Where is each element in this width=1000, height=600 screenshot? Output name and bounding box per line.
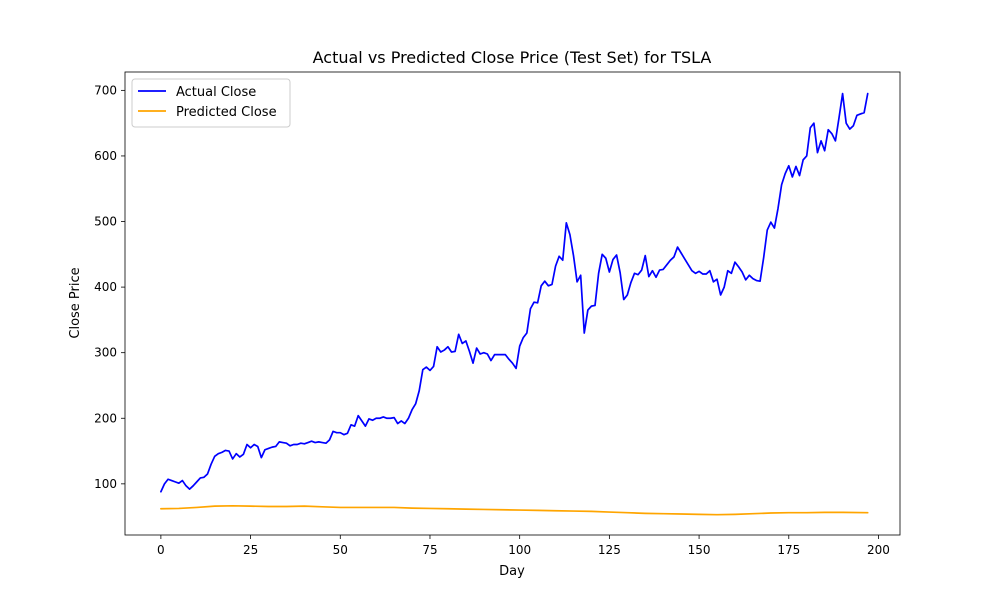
x-tick-label: 175: [777, 543, 800, 557]
y-tick-label: 300: [94, 346, 117, 360]
x-axis-label: Day: [499, 564, 525, 579]
x-tick-label: 100: [508, 543, 531, 557]
plot-area: [125, 72, 900, 535]
x-tick-label: 150: [688, 543, 711, 557]
x-tick-label: 25: [243, 543, 258, 557]
chart-title: Actual vs Predicted Close Price (Test Se…: [313, 48, 712, 67]
y-tick-label: 200: [94, 411, 117, 425]
plot-frame: [124, 71, 901, 536]
y-axis-label: Close Price: [68, 267, 83, 338]
x-tick-label: 200: [867, 543, 890, 557]
y-axis-ticks: 100 200 300 400 500 600 700: [94, 83, 125, 491]
series-line-1: [160, 504, 869, 516]
x-tick-label: 125: [598, 543, 621, 557]
series-line-0: [160, 92, 869, 493]
y-tick-label: 600: [94, 149, 117, 163]
x-tick-label: 75: [422, 543, 437, 557]
x-tick-label: 50: [333, 543, 348, 557]
legend: Actual Close Predicted Close: [131, 78, 291, 128]
legend-label-1: Predicted Close: [176, 105, 277, 120]
series-layer: [160, 92, 869, 516]
x-axis-ticks: 0 25 50 75 100 125 150 175 200: [157, 535, 890, 557]
y-tick-label: 500: [94, 215, 117, 229]
y-tick-label: 700: [94, 83, 117, 97]
y-tick-label: 100: [94, 477, 117, 491]
legend-box: [131, 78, 291, 128]
legend-label-0: Actual Close: [176, 85, 256, 100]
x-tick-label: 0: [157, 543, 165, 557]
y-tick-label: 400: [94, 280, 117, 294]
